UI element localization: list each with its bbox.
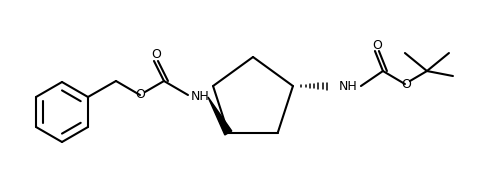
Text: O: O: [372, 39, 382, 52]
Text: NH: NH: [339, 80, 358, 93]
Text: O: O: [135, 88, 145, 101]
Text: NH: NH: [191, 90, 210, 104]
Text: O: O: [401, 78, 411, 91]
Polygon shape: [208, 97, 232, 135]
Text: O: O: [151, 48, 161, 61]
